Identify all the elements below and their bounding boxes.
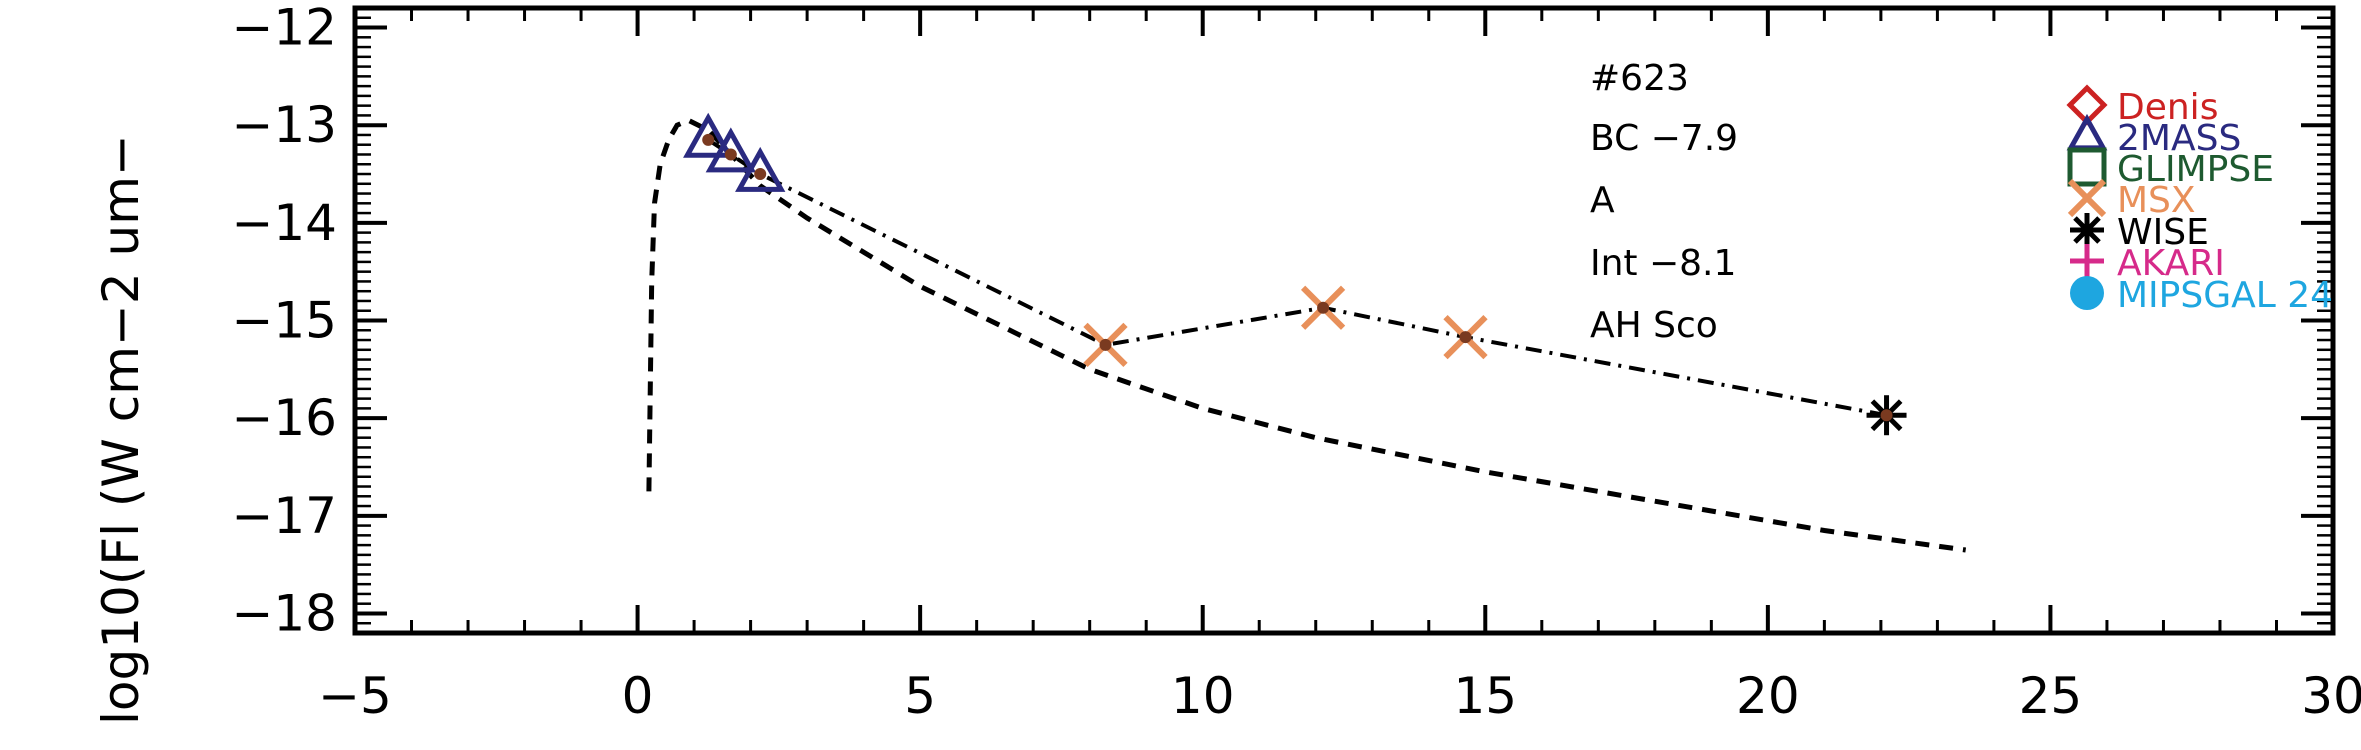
- y-tick-label: −18: [231, 584, 337, 642]
- legend-label: GLIMPSE: [2117, 149, 2274, 190]
- data-point-center-dot: [1317, 301, 1330, 314]
- data-point-triangle: [705, 127, 756, 173]
- x-tick-label: 15: [1453, 667, 1517, 725]
- plus-icon: [2070, 244, 2104, 278]
- model-dashed-line: [646, 117, 1967, 553]
- y-tick-label: −16: [231, 389, 337, 447]
- x-tick-label: 0: [622, 667, 654, 725]
- legend-label: AKARI: [2117, 243, 2225, 284]
- data-point-center-dot: [702, 133, 715, 146]
- x-tick-label: 25: [2019, 667, 2083, 725]
- annotation-text: Int −8.1: [1590, 243, 1736, 284]
- asterisk-icon: [2070, 213, 2104, 247]
- data-markers: [683, 112, 1907, 436]
- asterisk-icon-stroke: [2073, 216, 2101, 244]
- data-point-center-dot: [1459, 331, 1472, 344]
- annotations: #623 BC −7.9 A Int −8.1 AH Sco: [1590, 58, 1738, 346]
- x-tick-label: 5: [904, 667, 936, 725]
- data-point-center-dot: [724, 148, 737, 161]
- annotation-text: A: [1590, 180, 1615, 221]
- legend-label: WISE: [2117, 212, 2209, 253]
- data-point-center-dot: [1880, 409, 1893, 422]
- x-tick-label: −5: [318, 667, 392, 725]
- triangle-icon: [2066, 113, 2108, 151]
- x-tick-label: 20: [1736, 667, 1800, 725]
- y-tick-label: −17: [231, 487, 337, 545]
- legend-label: Denis: [2117, 87, 2218, 128]
- y-tick-label: −13: [231, 96, 337, 154]
- y-tick-label: −14: [231, 194, 337, 252]
- legend-label: MSX: [2117, 180, 2196, 221]
- y-tick-label: −15: [231, 292, 337, 350]
- annotation-text: BC −7.9: [1590, 118, 1738, 159]
- x-icon-stroke: [2067, 178, 2107, 218]
- square-icon: [2067, 147, 2107, 187]
- data-point-triangle: [683, 112, 734, 158]
- axes: −5 0 5 10 15 20 25 30 −18 −17 −16 −15 −14 −13 −12: [231, 0, 2361, 725]
- x-tick-label: 30: [2301, 667, 2361, 725]
- data-point-triangle: [735, 146, 786, 192]
- x-tick-label: 10: [1171, 667, 1235, 725]
- data-point-center-dot: [1099, 338, 1112, 351]
- legend-label: 2MASS: [2117, 118, 2241, 159]
- annotation-text: #623: [1590, 58, 1689, 99]
- data-point-center-dot: [754, 168, 767, 181]
- x-icon: [2067, 178, 2107, 218]
- annotation-text: AH Sco: [1590, 305, 1718, 346]
- circle-icon: [2070, 276, 2104, 310]
- y-axis-label: log10(Fl (W cm−2 um−: [92, 134, 150, 725]
- plot-lines: [646, 117, 1967, 553]
- y-tick-label: −12: [231, 0, 337, 57]
- legend-label: MIPSGAL 24: [2117, 275, 2333, 316]
